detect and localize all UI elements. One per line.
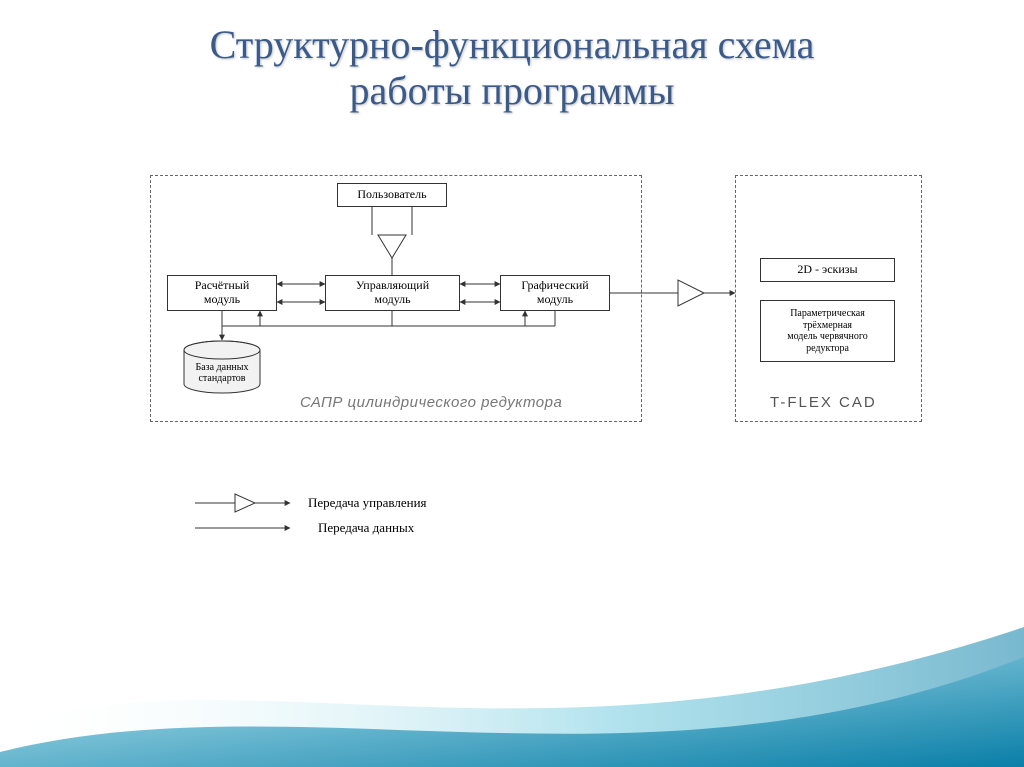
node-sketch-label: 2D - эскизы [797, 263, 857, 277]
node-graph: Графический модуль [500, 275, 610, 311]
region-sapr-label: САПР цилиндрического редуктора [300, 394, 562, 411]
legend-item-control: Передача управления [308, 495, 427, 511]
node-user: Пользователь [337, 183, 447, 207]
node-database-label: База данных стандартов [182, 362, 262, 384]
node-model: Параметрическая трёхмерная модель червяч… [760, 300, 895, 362]
node-ctrl: Управляющий модуль [325, 275, 460, 311]
region-tflex-label: T-FLEX CAD [770, 394, 877, 411]
region-tflex [735, 175, 922, 422]
decor-wave [0, 587, 1024, 767]
node-user-label: Пользователь [357, 188, 426, 202]
node-calc: Расчётный модуль [167, 275, 277, 311]
node-sketch: 2D - эскизы [760, 258, 895, 282]
node-calc-label: Расчётный модуль [195, 279, 250, 307]
node-model-label: Параметрическая трёхмерная модель червяч… [787, 308, 868, 354]
node-ctrl-label: Управляющий модуль [356, 279, 429, 307]
legend-item-data: Передача данных [318, 520, 414, 536]
node-graph-label: Графический модуль [521, 279, 588, 307]
